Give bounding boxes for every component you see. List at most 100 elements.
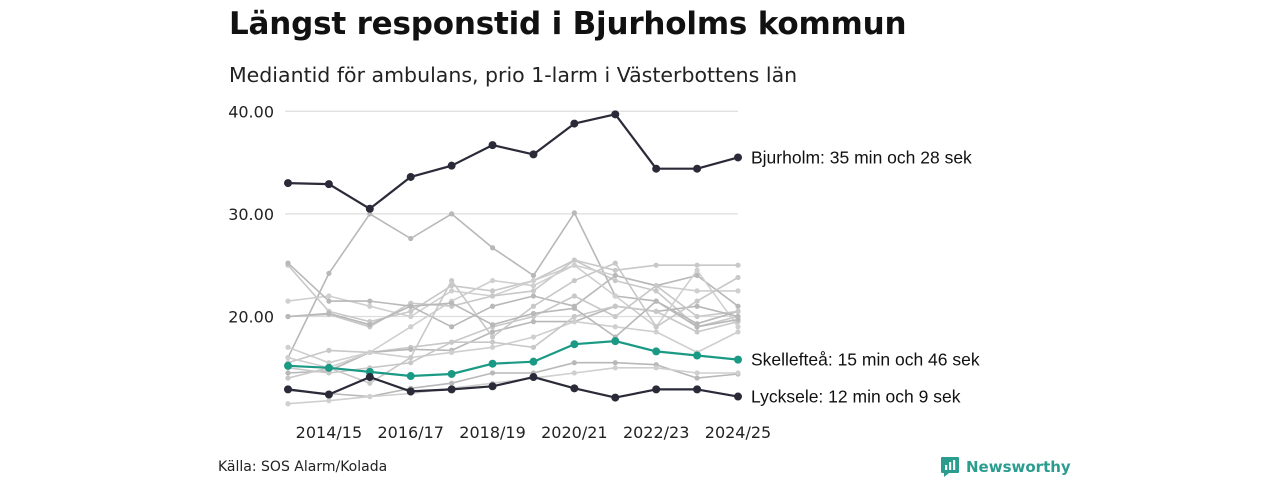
other-series-line: [287, 284, 739, 364]
skellefte-series-point: [693, 351, 702, 360]
other-series-point: [694, 329, 700, 335]
other-series-point: [530, 293, 537, 299]
other-series-point: [489, 245, 496, 251]
other-series-point: [408, 324, 414, 330]
other-series-point: [571, 319, 577, 325]
other-series-point: [449, 349, 455, 356]
series-label: Bjurholm: 35 min och 28 sek: [751, 147, 972, 167]
other-series-point: [571, 277, 577, 284]
other-series-point: [408, 346, 414, 352]
other-series-point: [612, 272, 618, 279]
bjurholm-series-point: [652, 164, 661, 173]
x-tick-label: 2014/15: [296, 423, 362, 442]
other-series-point: [653, 308, 659, 314]
lycksele-series-point: [611, 393, 620, 402]
other-series-point: [530, 319, 537, 325]
other-series-point: [694, 375, 700, 381]
other-series-point: [489, 322, 496, 328]
other-series-point: [449, 380, 455, 386]
skellefte-series-line: [286, 340, 740, 378]
other-series-point: [612, 313, 618, 320]
other-series-point: [408, 360, 414, 366]
other-series-point: [694, 313, 700, 320]
other-series-point: [653, 283, 659, 289]
other-series-line: [287, 264, 739, 364]
other-series-point: [489, 339, 496, 345]
bjurholm-series-point: [447, 161, 456, 170]
other-series-point: [694, 324, 700, 330]
skellefte-series-point: [447, 369, 456, 378]
other-series-point: [449, 324, 455, 330]
other-series-point: [367, 393, 373, 400]
other-series-point: [571, 293, 577, 299]
brand-logo[interactable]: Newsworthy: [940, 456, 1071, 478]
other-series-line: [287, 262, 739, 328]
skellefte-series-point: [284, 361, 292, 370]
other-series-point: [694, 272, 700, 279]
y-tick-label: 20.00: [228, 308, 274, 327]
other-series-point: [530, 310, 537, 317]
other-series-point: [653, 329, 659, 335]
bjurholm-series-point: [488, 141, 497, 150]
skellefte-series-point: [529, 357, 538, 366]
other-series-point: [694, 262, 700, 268]
other-series-point: [571, 257, 577, 263]
other-series-point: [408, 308, 414, 314]
other-series-line: [287, 259, 739, 328]
other-series-point: [653, 365, 659, 371]
other-series-point: [489, 303, 496, 309]
other-series-point: [408, 313, 414, 320]
bjurholm-series-point: [611, 110, 620, 119]
skellefte-series-point: [324, 363, 333, 372]
other-series-point: [530, 288, 537, 294]
other-series-point: [653, 262, 659, 268]
other-series-point: [449, 277, 455, 284]
lycksele-series-point: [570, 384, 579, 393]
lycksele-series-point: [447, 385, 456, 394]
bjurholm-series-line: [286, 113, 740, 210]
lycksele-series-point: [365, 373, 374, 382]
other-series-line: [287, 259, 739, 328]
other-series-point: [735, 329, 741, 335]
brand-name: Newsworthy: [966, 458, 1071, 476]
x-tick-label: 2022/23: [623, 423, 689, 442]
other-series-point: [530, 283, 537, 289]
other-series-point: [612, 303, 618, 309]
lycksele-series-point: [488, 382, 497, 391]
other-series-point: [530, 344, 537, 350]
other-series-point: [612, 277, 618, 284]
other-series-point: [489, 334, 496, 340]
other-series-point: [735, 288, 741, 294]
other-series-point: [571, 313, 577, 320]
other-series-point: [367, 303, 373, 309]
other-series-point: [653, 324, 659, 330]
chart-title: Längst responstid i Bjurholms kommun: [229, 6, 907, 42]
other-series-point: [449, 211, 455, 217]
other-series-point: [489, 344, 496, 350]
skellefte-series-point: [652, 347, 661, 356]
other-series-point: [326, 310, 332, 317]
other-series-point: [326, 298, 332, 304]
other-series-point: [530, 334, 537, 340]
other-series-point: [653, 288, 659, 294]
bjurholm-series-point: [529, 150, 538, 159]
other-series-point: [326, 360, 332, 366]
other-series-point: [735, 303, 741, 309]
other-series-point: [735, 274, 741, 281]
source-note: Källa: SOS Alarm/Kolada: [218, 459, 388, 475]
other-series-point: [612, 260, 618, 266]
bjurholm-series-point: [284, 179, 292, 188]
other-series-point: [326, 293, 332, 299]
other-series-point: [326, 370, 332, 376]
other-series-point: [285, 313, 291, 320]
other-series-point: [694, 288, 700, 294]
other-series-point: [612, 324, 618, 330]
other-series-point: [735, 308, 741, 314]
other-series-point: [408, 354, 414, 361]
other-series-line: [287, 361, 739, 398]
other-series-point: [489, 370, 496, 376]
other-series-point: [530, 277, 537, 284]
other-series-line: [287, 320, 739, 369]
other-series-point: [367, 298, 373, 304]
